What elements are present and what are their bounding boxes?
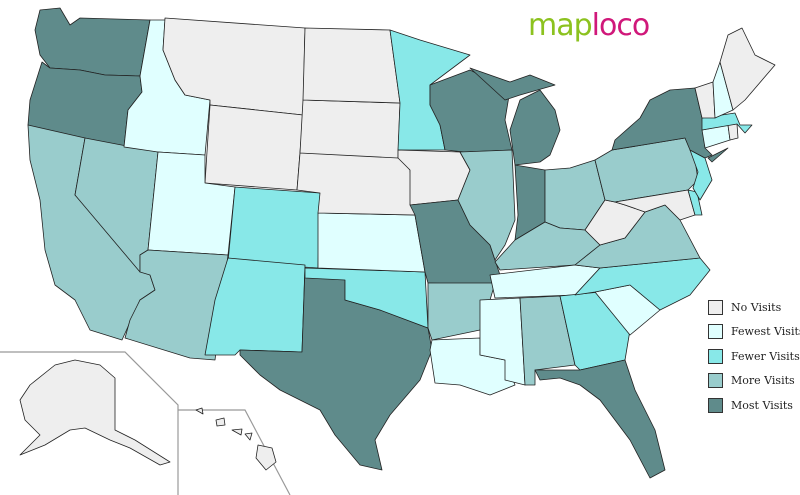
- state-shape[interactable]: [457, 149, 516, 261]
- legend-swatch: [708, 373, 723, 389]
- legend-swatch: [708, 397, 723, 413]
- state-nc[interactable]: [574, 257, 711, 311]
- legend-item-more: More Visits: [708, 369, 800, 394]
- state-shape[interactable]: [19, 359, 171, 466]
- state-shape[interactable]: [509, 89, 561, 166]
- state-shape[interactable]: [227, 186, 321, 269]
- state-me[interactable]: [719, 27, 776, 111]
- state-shape[interactable]: [34, 7, 151, 77]
- legend-item-fewest: Fewest Visits: [708, 320, 800, 345]
- state-shape[interactable]: [299, 99, 401, 159]
- state-shape[interactable]: [215, 417, 226, 427]
- legend-item-fewer: Fewer Visits: [708, 344, 800, 369]
- state-shape[interactable]: [304, 267, 429, 329]
- state-ak[interactable]: [19, 359, 171, 466]
- legend-label: Fewer Visits: [731, 349, 800, 363]
- state-shape[interactable]: [727, 123, 739, 141]
- state-ok[interactable]: [304, 267, 429, 329]
- maploco-logo: maploco: [528, 8, 650, 43]
- state-shape[interactable]: [574, 257, 711, 311]
- legend-label: Fewest Visits: [731, 325, 800, 339]
- state-shape[interactable]: [317, 212, 426, 273]
- state-shape[interactable]: [534, 359, 666, 479]
- state-hi[interactable]: [195, 407, 277, 471]
- legend-swatch: [708, 299, 723, 315]
- legend-label: No Visits: [731, 300, 782, 314]
- state-shape[interactable]: [687, 189, 703, 216]
- state-shape[interactable]: [707, 147, 729, 163]
- legend-swatch: [708, 348, 723, 364]
- state-shape[interactable]: [244, 432, 253, 441]
- legend-label: More Visits: [731, 374, 795, 388]
- state-mi[interactable]: [469, 67, 561, 166]
- legend-item-no: No Visits: [708, 295, 800, 320]
- alaska-inset-frame: [0, 351, 179, 495]
- state-shape[interactable]: [255, 444, 277, 471]
- state-shape[interactable]: [204, 104, 304, 191]
- state-shape[interactable]: [231, 428, 243, 436]
- legend-swatch: [708, 324, 723, 340]
- state-shape[interactable]: [719, 27, 776, 111]
- state-nd[interactable]: [302, 27, 401, 104]
- legend-label: Most Visits: [731, 398, 793, 412]
- state-shape[interactable]: [302, 27, 401, 104]
- legend: No Visits Fewest Visits Fewer Visits More V…: [708, 295, 800, 418]
- state-ri[interactable]: [727, 123, 739, 141]
- state-fl[interactable]: [534, 359, 666, 479]
- state-ks[interactable]: [317, 212, 426, 273]
- state-wy[interactable]: [204, 104, 304, 191]
- state-sd[interactable]: [299, 99, 401, 159]
- state-shape[interactable]: [469, 67, 556, 101]
- state-co[interactable]: [227, 186, 321, 269]
- state-il[interactable]: [457, 149, 516, 261]
- legend-item-most: Most Visits: [708, 393, 800, 418]
- state-shape[interactable]: [195, 407, 204, 415]
- state-de[interactable]: [687, 189, 703, 216]
- state-wa[interactable]: [34, 7, 151, 77]
